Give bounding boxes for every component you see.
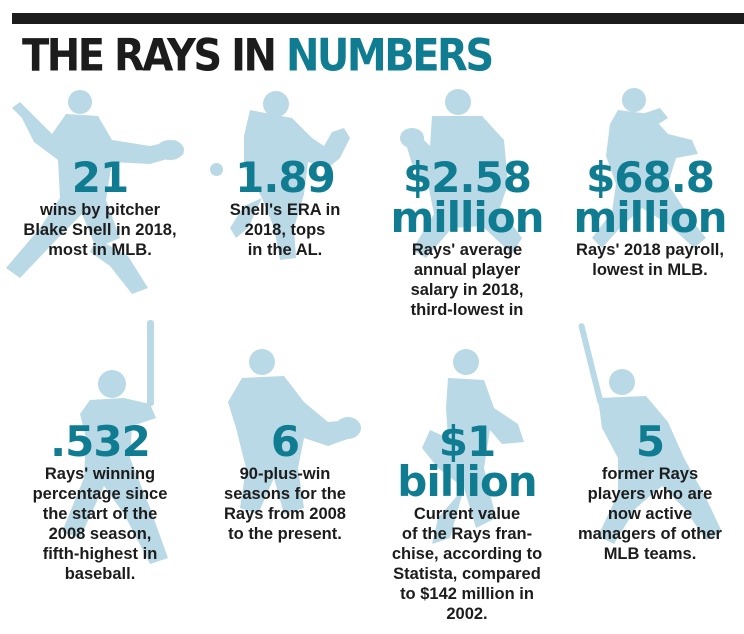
pitcher-windup-silhouette-icon [230, 91, 350, 260]
batter-silhouette-icon [62, 320, 168, 564]
stat-description: Current value of the Rays fran- chise, a… [391, 505, 543, 623]
top-rule [12, 13, 744, 24]
stat-era: 1.89 Snell's ERA in 2018, tops in the AL… [200, 88, 370, 298]
stat-description: Snell's ERA in 2018, tops in the AL. [229, 201, 341, 259]
stat-franchise-value: $1 billion Current value of the Rays fra… [372, 318, 562, 623]
stat-value: $2.58 million [390, 153, 544, 242]
stat-description: Rays' average annual player salary in 20… [410, 241, 524, 319]
stat-description: Rays' winning percentage since the start… [32, 465, 168, 583]
pitcher-leg-kick-silhouette-icon [422, 349, 524, 544]
stat-value: .532 [50, 417, 151, 466]
stat-value: 6 [270, 417, 300, 466]
stat-value: 5 [635, 417, 665, 466]
stat-value: 21 [71, 153, 129, 202]
stat-description: former Rays players who are now active m… [578, 465, 722, 563]
stat-avg-salary: $2.58 million Rays' average annual playe… [372, 88, 562, 319]
pitcher-silhouette-icon [6, 90, 184, 294]
stat-description: 90-plus-win seasons for the Rays from 20… [224, 465, 346, 543]
page-title: THE RAYS IN NUMBERS [22, 28, 494, 84]
title-part-1: THE RAYS IN [22, 30, 277, 82]
stat-winning-pct: .532 Rays' winning percentage since the … [0, 318, 200, 588]
stat-payroll: $68.8 million Rays' 2018 payroll, lowest… [556, 88, 744, 298]
catcher-silhouette-icon [400, 89, 522, 258]
batter-stance-silhouette-icon [578, 323, 722, 544]
stat-value: $1 billion [397, 417, 537, 506]
stat-wins: 21 wins by pitcher Blake Snell in 2018, … [0, 88, 200, 298]
title-part-2: NUMBERS [285, 30, 494, 82]
stat-description: Rays' 2018 payroll, lowest in MLB. [576, 241, 724, 279]
stat-description: wins by pitcher Blake Snell in 2018, mos… [23, 201, 177, 259]
stat-value: 1.89 [235, 153, 336, 202]
stat-former-rays-managers: 5 former Rays players who are now active… [556, 318, 744, 588]
bullet-dot-icon [210, 163, 223, 176]
infielder-silhouette-icon [228, 349, 361, 514]
fielder-silhouette-icon [592, 88, 706, 248]
stat-value: $68.8 million [573, 153, 727, 242]
stat-90-win-seasons: 6 90-plus-win seasons for the Rays from … [200, 318, 370, 588]
